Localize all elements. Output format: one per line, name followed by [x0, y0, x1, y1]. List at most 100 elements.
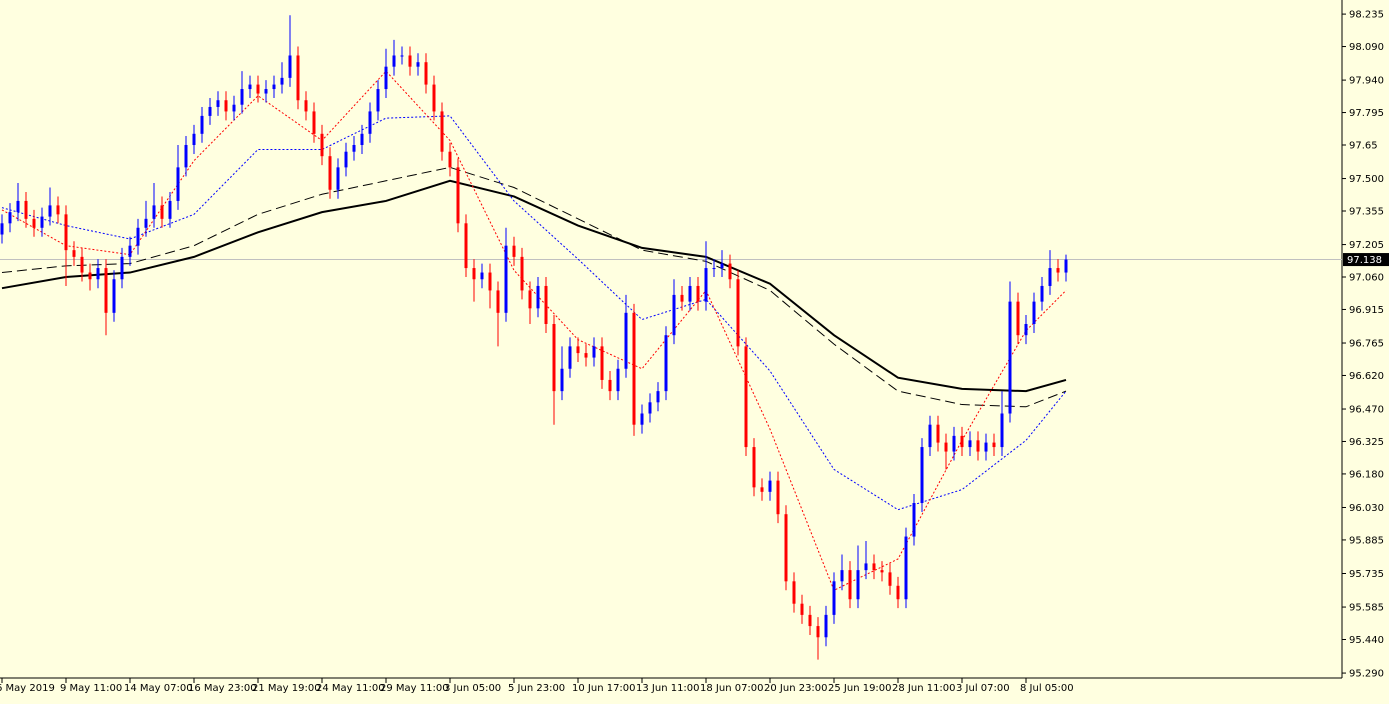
- candle-body: [216, 100, 220, 107]
- candle-body: [776, 480, 780, 515]
- candle-body: [176, 167, 180, 201]
- candle-body: [832, 581, 836, 615]
- candle-body: [352, 144, 356, 152]
- y-tick-label: 98.090: [1349, 42, 1384, 53]
- candle-body: [72, 250, 76, 257]
- candle-body: [1024, 324, 1028, 336]
- candle-body: [632, 312, 636, 425]
- candle-body: [184, 144, 188, 168]
- candle-body: [576, 346, 580, 354]
- x-tick-label: 18 Jun 07:00: [700, 683, 764, 694]
- candle-body: [16, 200, 20, 213]
- candle-body: [592, 346, 596, 358]
- candle-body: [168, 200, 172, 219]
- candle-body: [32, 218, 36, 228]
- candle-body: [912, 503, 916, 537]
- candle-body: [920, 447, 924, 504]
- candle-body: [792, 581, 796, 604]
- candle-body: [712, 268, 716, 270]
- last-price-label: 97.138: [1347, 255, 1382, 266]
- candle-body: [272, 84, 276, 90]
- candle-body: [936, 424, 940, 443]
- candle-body: [1000, 413, 1004, 448]
- candle-body: [296, 55, 300, 101]
- candle-body: [528, 290, 532, 309]
- candle-body: [192, 133, 196, 145]
- y-tick-label: 96.915: [1349, 305, 1384, 316]
- candle-body: [512, 245, 516, 257]
- candle-body: [824, 614, 828, 638]
- candle-body: [464, 223, 468, 269]
- candle-body: [648, 402, 652, 414]
- candle-body: [1016, 301, 1020, 336]
- x-tick-label: 14 May 07:00: [124, 683, 193, 694]
- y-tick-label: 96.030: [1349, 503, 1384, 514]
- x-tick-label: 21 May 19:00: [252, 683, 321, 694]
- candle-body: [888, 572, 892, 586]
- candle-body: [688, 285, 692, 302]
- y-tick-label: 97.205: [1349, 240, 1384, 251]
- candle-body: [424, 62, 428, 85]
- y-tick-label: 95.585: [1349, 603, 1384, 614]
- candle-body: [120, 256, 124, 280]
- candle-body: [240, 89, 244, 105]
- candle-body: [264, 89, 268, 94]
- x-tick-label: 9 May 11:00: [60, 683, 122, 694]
- y-tick-label: 96.325: [1349, 437, 1384, 448]
- candle-body: [8, 212, 12, 224]
- candle-body: [56, 205, 60, 215]
- candle-body: [744, 346, 748, 448]
- candle-body: [392, 55, 396, 67]
- candle-body: [320, 133, 324, 157]
- candle-body: [1008, 301, 1012, 414]
- candle-body: [440, 111, 444, 152]
- candle-body: [984, 442, 988, 452]
- x-tick-label: 13 Jun 11:00: [636, 683, 700, 694]
- candle-body: [24, 200, 28, 219]
- candle-body: [128, 245, 132, 257]
- candle-body: [992, 442, 996, 448]
- candle-body: [344, 151, 348, 168]
- x-tick-label: 25 Jun 19:00: [828, 683, 892, 694]
- candle-body: [496, 290, 500, 313]
- candle-body: [152, 205, 156, 219]
- candle-body: [400, 55, 404, 57]
- candle-body: [760, 487, 764, 492]
- candle-body: [840, 570, 844, 582]
- candle-body: [560, 368, 564, 392]
- y-tick-label: 97.500: [1349, 174, 1384, 185]
- candle-body: [872, 563, 876, 571]
- candle-body: [864, 563, 868, 571]
- candle-body: [552, 324, 556, 392]
- last-price-box: [1343, 253, 1389, 267]
- candle-body: [472, 268, 476, 280]
- candle-body: [896, 585, 900, 600]
- candle-body: [728, 263, 732, 280]
- candle-body: [680, 294, 684, 302]
- candle-body: [544, 285, 548, 325]
- candle-body: [448, 151, 452, 168]
- candle-body: [608, 379, 612, 392]
- candle-body: [880, 570, 884, 573]
- candle-body: [800, 603, 804, 615]
- candle-body: [536, 285, 540, 309]
- candle-body: [616, 368, 620, 392]
- candle-body: [248, 84, 252, 90]
- candle-body: [816, 626, 820, 638]
- y-tick-label: 95.440: [1349, 635, 1384, 646]
- candle-body: [640, 413, 644, 425]
- x-tick-label: 24 May 11:00: [316, 683, 385, 694]
- candle-body: [968, 440, 972, 448]
- candle-body: [376, 89, 380, 112]
- candle-body: [1056, 268, 1060, 273]
- candle-body: [328, 156, 332, 190]
- candle-body: [288, 55, 292, 78]
- candle-body: [200, 115, 204, 134]
- candle-body: [160, 205, 164, 219]
- candle-body: [720, 263, 724, 269]
- candle-body: [416, 62, 420, 67]
- y-tick-label: 97.795: [1349, 108, 1384, 119]
- candle-body: [848, 570, 852, 600]
